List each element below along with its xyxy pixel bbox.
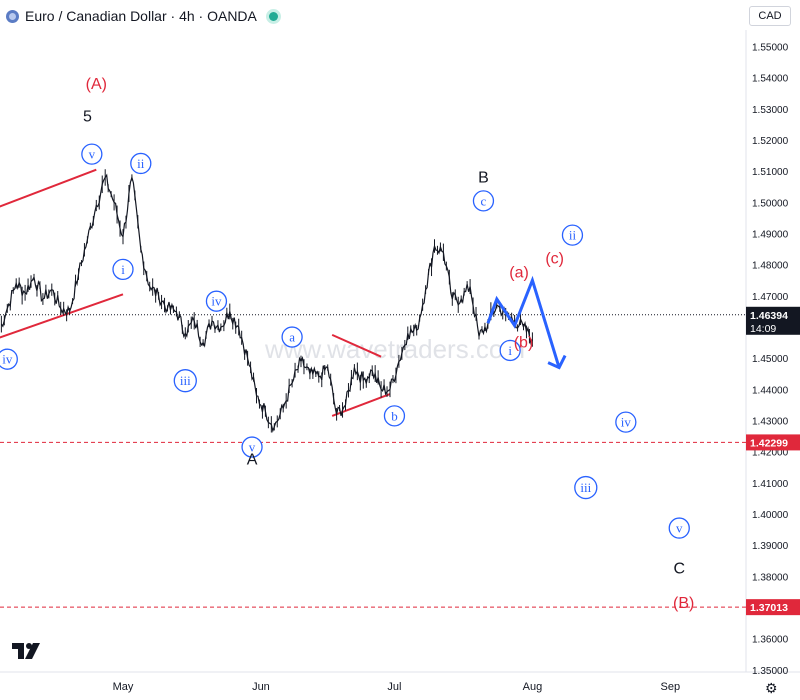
wave-label: v <box>249 440 256 455</box>
x-tick-label: Aug <box>523 681 543 693</box>
wave-label-circle <box>281 326 303 348</box>
wave-label-circle <box>112 258 134 281</box>
wave-label: iii <box>580 480 591 495</box>
y-tick-label: 1.44000 <box>752 385 789 396</box>
y-tick-label: 1.39000 <box>752 541 789 552</box>
level-tag <box>746 599 800 616</box>
x-tick-label: Jun <box>252 681 270 693</box>
wave-label: iv <box>621 415 632 430</box>
wave-label: (A) <box>86 76 107 93</box>
wave-label-circle <box>173 369 197 393</box>
tradingview-logo-icon[interactable] <box>12 643 42 661</box>
wave-label-circle <box>499 339 521 362</box>
wave-label: c <box>481 193 487 208</box>
y-tick-label: 1.55000 <box>752 43 789 54</box>
chart-title: Euro / Canadian Dollar · 4h · OANDA <box>25 8 257 24</box>
wave-label-circle <box>668 517 690 539</box>
wave-label: B <box>478 169 489 186</box>
y-tick-label: 1.35000 <box>752 666 789 677</box>
y-tick-label: 1.40000 <box>752 510 789 521</box>
wave-label: iv <box>2 352 13 367</box>
price-tag <box>746 306 800 335</box>
currency-button[interactable]: CAD <box>749 6 791 26</box>
x-tick-label: Sep <box>661 681 681 693</box>
horizontal-levels <box>0 314 746 608</box>
y-tick-label: 1.47000 <box>752 292 789 303</box>
watermark: www.wavetraders.com <box>264 334 525 364</box>
y-tick-label: 1.48000 <box>752 261 789 272</box>
y-tick-label: 1.49000 <box>752 230 789 241</box>
wave-label-circle <box>81 143 103 165</box>
wave-label: C <box>673 561 685 578</box>
x-tick-label: May <box>113 681 134 693</box>
level-tag-label: 1.37013 <box>750 602 788 614</box>
wave-label: iv <box>211 294 222 309</box>
wave-label-circle <box>574 475 598 500</box>
y-tick-label: 1.41000 <box>752 479 789 490</box>
time-axis: AprMayJunJulAugSep <box>113 681 681 693</box>
wave-label: iii <box>180 373 191 388</box>
wave-label-circle <box>383 405 406 427</box>
price-tag-value: 1.46394 <box>750 310 788 322</box>
y-tick-label: 1.42000 <box>752 448 789 459</box>
price-tag-countdown: 14:09 <box>750 323 776 335</box>
y-tick-label: 1.43000 <box>752 417 789 428</box>
y-tick-label: 1.50000 <box>752 198 789 209</box>
wave-label-circle <box>130 152 152 175</box>
trendline <box>331 333 382 358</box>
y-tick-label: 1.53000 <box>752 105 789 116</box>
wave-label-circle <box>615 411 637 433</box>
trendline <box>0 293 124 339</box>
trendlines <box>0 168 391 417</box>
wave-label: i <box>121 262 125 277</box>
symbol-logo-icon <box>6 9 19 23</box>
x-tick-label: Jul <box>387 681 401 693</box>
trendline <box>0 168 97 208</box>
wave-label-circle <box>472 190 495 212</box>
market-status-icon <box>268 11 278 21</box>
y-tick-label: 1.38000 <box>752 572 789 583</box>
wave-label: ii <box>137 156 145 171</box>
level-tag-label: 1.42299 <box>750 437 788 449</box>
chart-frame <box>0 30 800 673</box>
settings-gear-icon[interactable]: ⚙ <box>765 680 778 696</box>
wave-label: (B) <box>673 595 694 612</box>
wave-labels: ivviiiiviiivabciiiiviiiv(A)5AB(a)(b)(c)C… <box>0 76 694 612</box>
wave-label-circle <box>0 348 18 370</box>
price-line <box>0 173 533 433</box>
wave-label: (b) <box>514 335 534 352</box>
wave-label: a <box>289 330 295 345</box>
projection-arrow-icon <box>547 354 567 370</box>
price-series <box>0 169 533 433</box>
projection-line <box>486 275 561 369</box>
y-tick-label: 1.54000 <box>752 74 789 85</box>
level-tag <box>746 434 800 451</box>
y-tick-label: 1.36000 <box>752 635 789 646</box>
wave-label: A <box>247 452 258 469</box>
y-tick-label: 1.52000 <box>752 136 789 147</box>
chart-header: Euro / Canadian Dollar · 4h · OANDA <box>6 6 278 26</box>
y-tick-label: 1.45000 <box>752 354 789 365</box>
wave-label-circle <box>241 436 263 458</box>
wave-label: (a) <box>509 265 529 282</box>
wave-label: b <box>391 408 398 423</box>
y-tick-label: 1.51000 <box>752 167 789 178</box>
wave-label: v <box>89 147 96 162</box>
wave-label: 5 <box>83 109 92 126</box>
wave-label: v <box>676 521 683 536</box>
wave-label-circle <box>561 224 584 246</box>
wave-label: ii <box>569 228 577 243</box>
wave-label: i <box>508 343 512 358</box>
price-axis: 1.55000 1.54000 1.53000 1.52000 1.51000 1.500… <box>746 43 800 677</box>
projection-path <box>486 275 567 370</box>
wave-label-circle <box>205 290 228 312</box>
wave-label: (c) <box>545 251 564 268</box>
